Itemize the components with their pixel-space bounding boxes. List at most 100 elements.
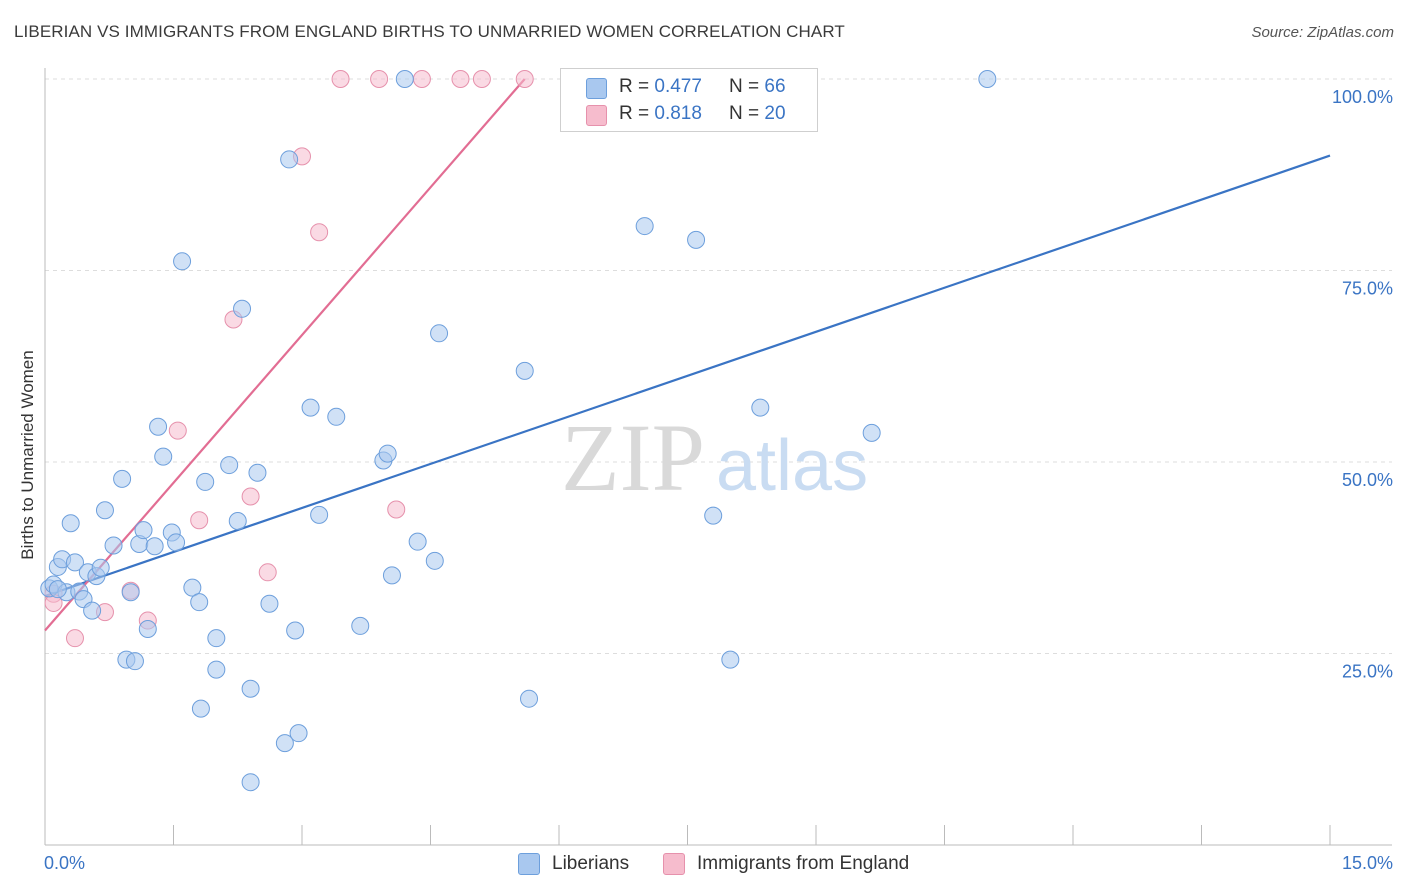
legend-swatch-pink [586, 105, 607, 126]
point-liberians [301, 398, 320, 417]
point-liberians [65, 553, 84, 572]
point-england [515, 70, 534, 88]
x-tick-label: 0.0% [44, 853, 85, 873]
point-liberians [704, 506, 723, 525]
point-liberians [280, 150, 299, 169]
watermark-atlas: atlas [716, 426, 868, 506]
legend-n-label: N = [729, 76, 760, 97]
point-england [412, 70, 431, 88]
y-tick-label: 75.0% [1342, 279, 1393, 299]
point-england [168, 421, 187, 440]
trend-lines [44, 78, 1331, 632]
point-liberians [138, 619, 157, 638]
point-liberians [207, 660, 226, 679]
point-liberians [61, 514, 80, 533]
point-liberians [134, 521, 153, 540]
trend-line-liberians [44, 154, 1331, 598]
legend-n-value: 66 [764, 76, 786, 97]
legend-label-england: Immigrants from England [697, 853, 910, 874]
point-liberians [196, 472, 215, 491]
point-liberians [382, 566, 401, 585]
legend-r-value: 0.477 [654, 76, 702, 97]
point-liberians [145, 537, 164, 556]
point-liberians [233, 299, 252, 318]
y-tick-label: 25.0% [1342, 662, 1393, 682]
point-liberians [275, 734, 294, 753]
point-liberians [286, 621, 305, 640]
point-england [370, 70, 389, 88]
point-liberians [183, 578, 202, 597]
point-liberians [95, 501, 114, 520]
point-liberians [515, 361, 534, 380]
point-england [241, 487, 260, 506]
legend-label-liberians: Liberians [552, 853, 630, 874]
x-tick-label: 15.0% [1342, 853, 1393, 873]
legend-r-label: R = [619, 103, 650, 124]
bottom-legend-liberians[interactable]: Liberians [518, 851, 629, 877]
point-liberians [721, 650, 740, 669]
point-liberians [351, 616, 370, 635]
point-liberians [104, 536, 123, 555]
point-liberians [635, 217, 654, 236]
point-england [65, 629, 84, 648]
source-label: Source: ZipAtlas.com [1251, 24, 1394, 41]
legend-r-value: 0.818 [654, 103, 702, 124]
point-liberians [241, 773, 260, 792]
point-liberians [48, 580, 67, 599]
point-liberians [228, 511, 247, 530]
point-england [472, 70, 491, 88]
stats-legend: R = 0.477 N = 66 R = 0.818 N = 20 [560, 68, 818, 132]
axes [44, 68, 1392, 846]
point-england [190, 511, 209, 530]
legend-n-label: N = [729, 103, 760, 124]
data-points [40, 70, 997, 792]
point-england [387, 500, 406, 519]
point-liberians [378, 444, 397, 463]
point-liberians [520, 689, 539, 708]
tick-labels: 25.0% 50.0% 75.0% 100.0% 0.0% 15.0% [44, 87, 1393, 873]
legend-r-label: R = [619, 76, 650, 97]
point-liberians [113, 469, 132, 488]
point-england [451, 70, 470, 88]
point-liberians [190, 593, 209, 612]
point-liberians [149, 417, 168, 436]
point-liberians [173, 252, 192, 271]
point-england [258, 563, 277, 582]
point-liberians [978, 70, 997, 88]
point-liberians [310, 505, 329, 524]
legend-n-value: 20 [764, 103, 786, 124]
point-liberians [260, 594, 279, 613]
point-liberians [91, 558, 110, 577]
y-tick-label: 100.0% [1332, 87, 1393, 107]
point-liberians [154, 447, 173, 466]
watermark-zip: ZIP [561, 404, 705, 511]
point-liberians [862, 423, 881, 442]
point-liberians [687, 230, 706, 249]
point-liberians [327, 407, 346, 426]
point-england [310, 223, 329, 242]
legend-swatch-blue [518, 853, 540, 875]
y-axis-label: Births to Unmarried Women [18, 350, 37, 559]
trend-line-england [44, 78, 526, 632]
chart-title: LIBERIAN VS IMMIGRANTS FROM ENGLAND BIRT… [14, 22, 845, 41]
point-england [331, 70, 350, 88]
point-liberians [248, 463, 267, 482]
legend-swatch-pink [663, 853, 685, 875]
bottom-legend-england[interactable]: Immigrants from England [663, 851, 909, 877]
point-liberians [167, 533, 186, 552]
point-liberians [395, 70, 414, 88]
point-liberians [207, 629, 226, 648]
point-liberians [83, 601, 102, 620]
point-liberians [191, 699, 210, 718]
point-liberians [220, 456, 239, 475]
point-liberians [125, 652, 144, 671]
point-liberians [751, 398, 770, 417]
point-liberians [241, 679, 260, 698]
point-liberians [408, 532, 427, 551]
point-liberians [289, 724, 308, 743]
point-liberians [430, 324, 449, 343]
point-liberians [121, 583, 140, 602]
point-liberians [425, 551, 444, 570]
legend-swatch-blue [586, 78, 607, 99]
